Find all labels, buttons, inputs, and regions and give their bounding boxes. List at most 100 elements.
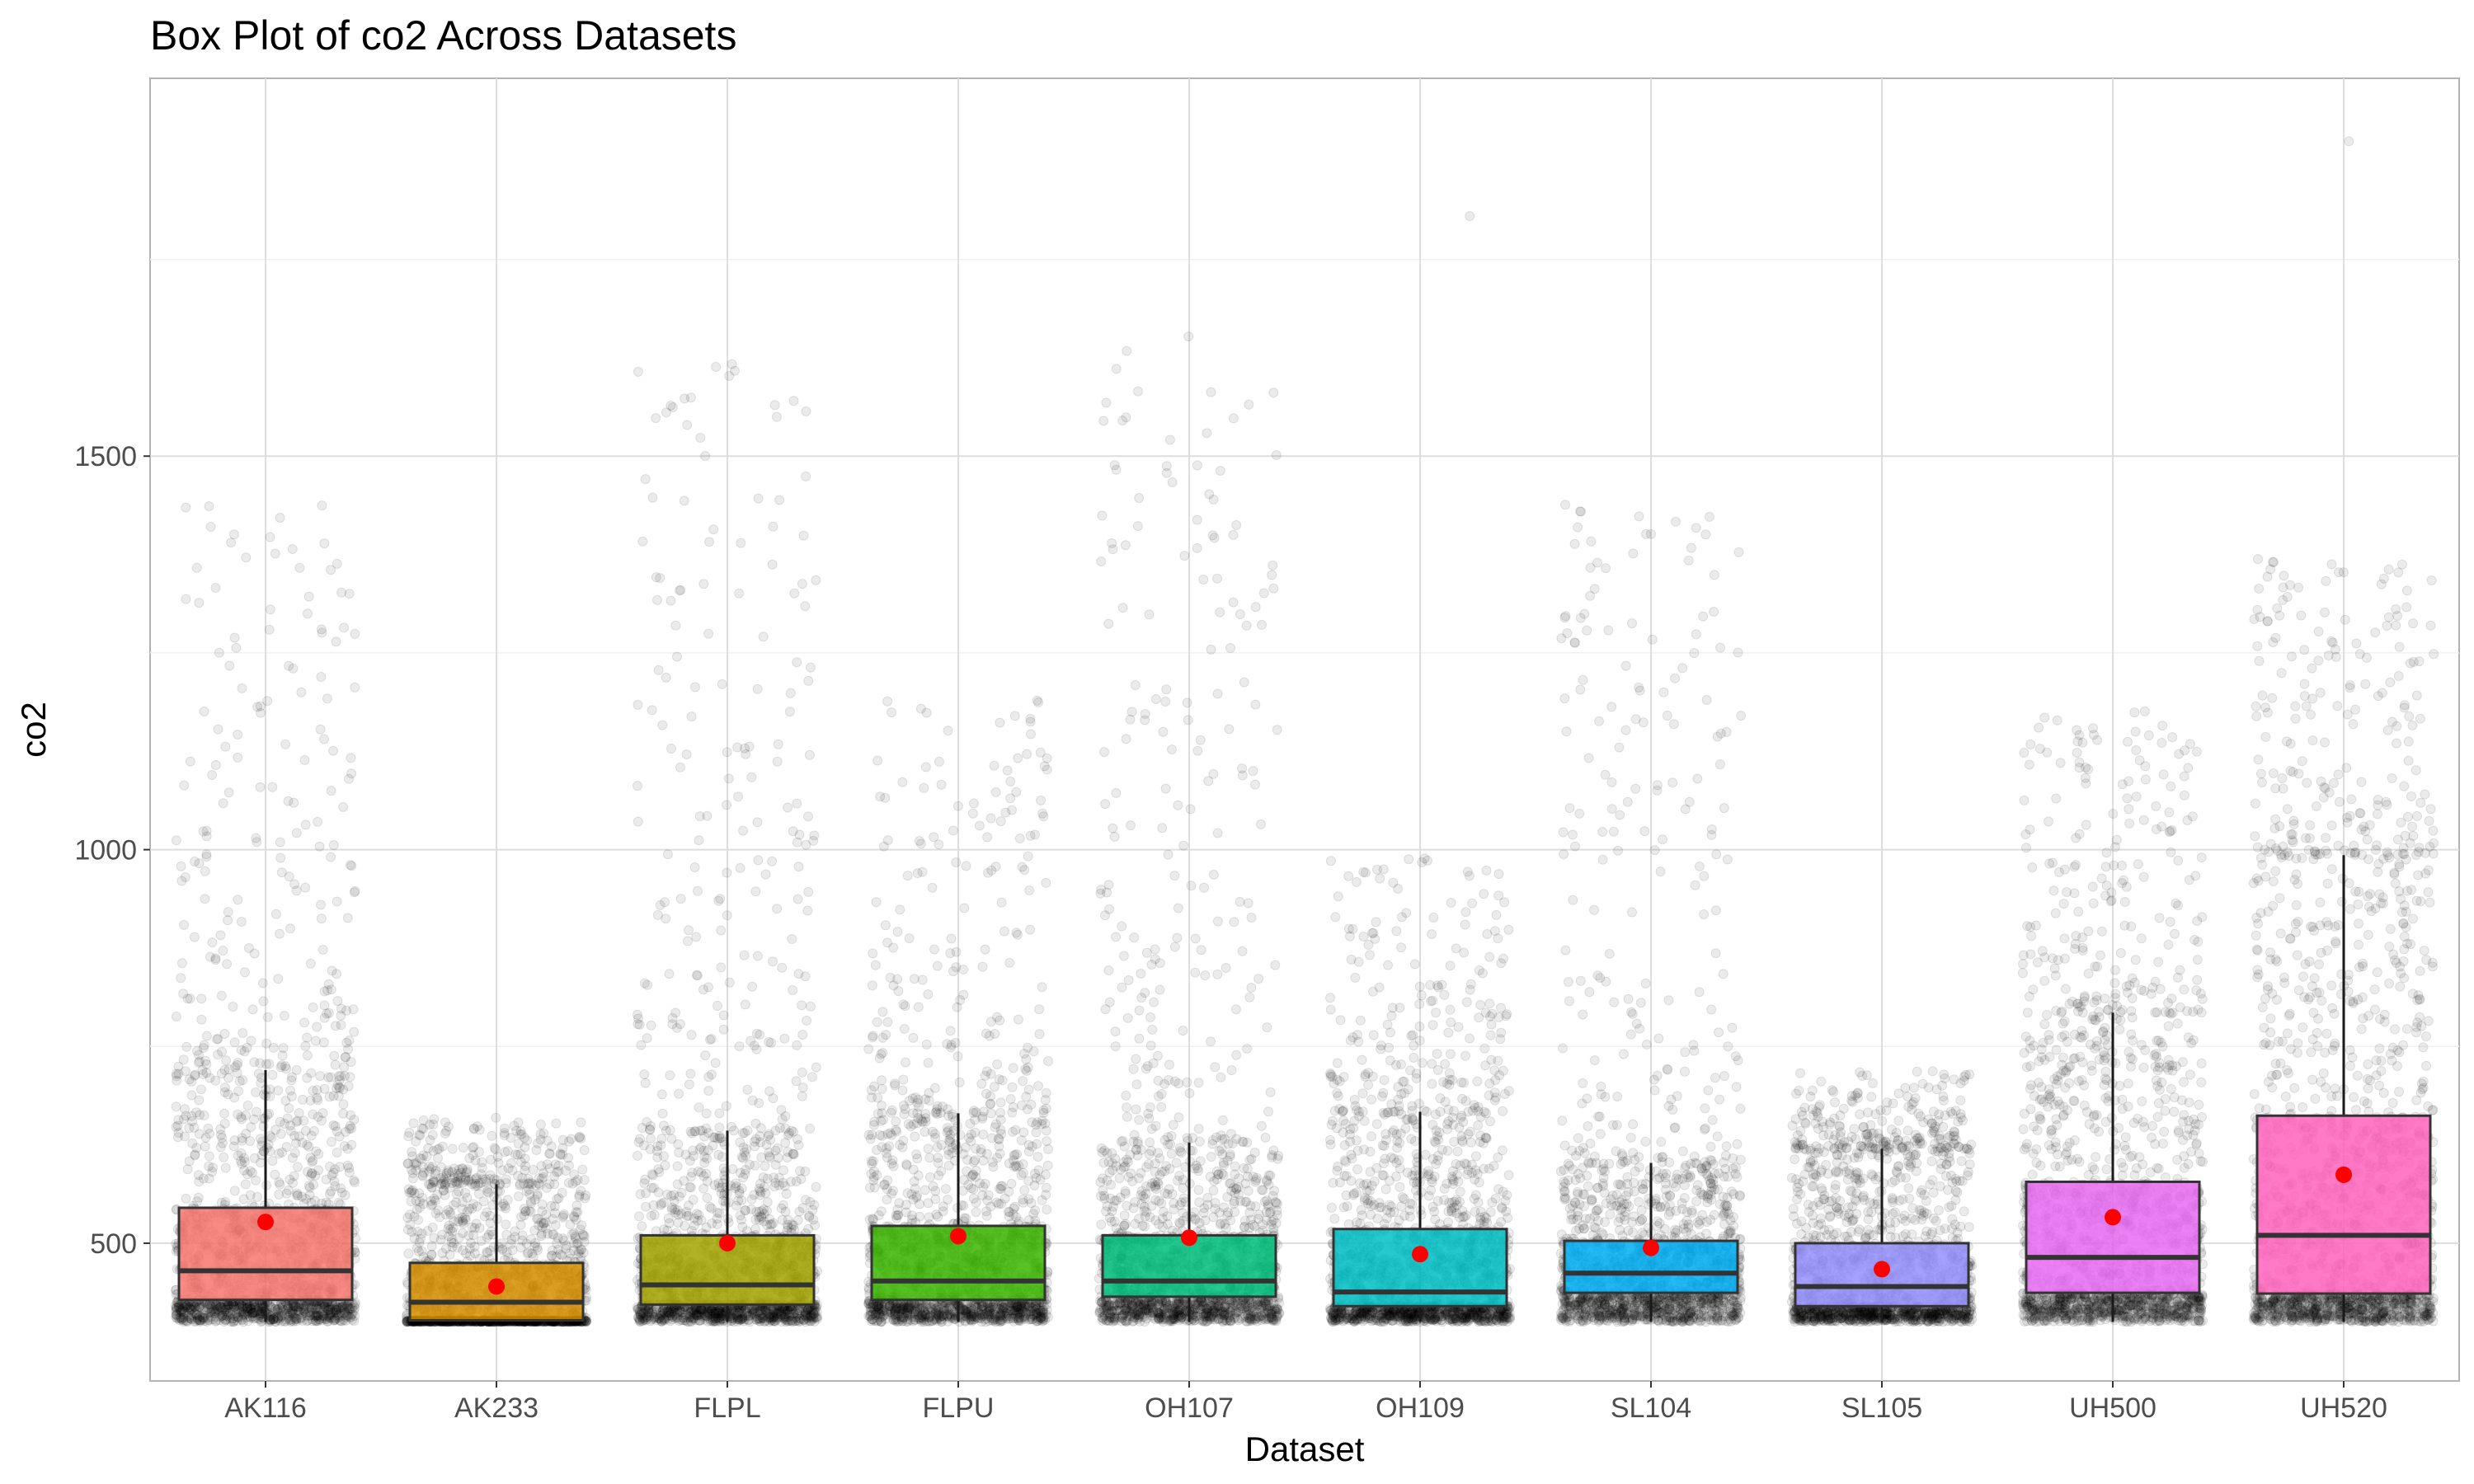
data-point	[290, 1302, 301, 1313]
data-point	[322, 1008, 332, 1019]
data-point	[265, 1130, 275, 1141]
data-point	[316, 913, 327, 924]
data-point	[325, 1303, 336, 1314]
data-point	[418, 1199, 429, 1209]
data-point	[498, 1199, 509, 1209]
data-point	[637, 1221, 647, 1232]
data-point	[532, 1190, 543, 1201]
data-point	[302, 1311, 313, 1322]
data-point	[285, 1120, 295, 1131]
data-point	[230, 1311, 241, 1322]
data-point	[330, 1313, 341, 1324]
data-point	[416, 1153, 427, 1164]
data-point	[313, 1310, 323, 1321]
data-point	[256, 707, 266, 718]
data-point	[275, 513, 285, 523]
data-point	[339, 1141, 350, 1152]
data-point	[316, 624, 327, 635]
data-point	[321, 1314, 332, 1325]
data-point	[773, 1143, 783, 1153]
data-point	[339, 1308, 350, 1318]
data-point	[172, 1075, 182, 1086]
data-point	[296, 1303, 307, 1313]
data-point	[746, 1194, 757, 1205]
data-point	[258, 996, 269, 1007]
data-point	[713, 1149, 724, 1160]
data-point	[472, 1172, 482, 1183]
data-point	[319, 734, 329, 744]
data-point	[233, 752, 243, 763]
data-point	[513, 1171, 524, 1181]
data-point	[513, 1117, 524, 1128]
data-point	[291, 828, 302, 838]
data-point	[501, 1178, 511, 1188]
data-point	[220, 1162, 231, 1173]
data-point	[242, 1316, 253, 1327]
data-point	[349, 1026, 360, 1037]
data-point	[214, 647, 224, 658]
data-point	[579, 1145, 590, 1156]
data-point	[403, 1248, 414, 1259]
data-point	[344, 589, 355, 599]
data-point	[536, 1228, 547, 1239]
data-point	[533, 1138, 543, 1148]
data-point	[325, 1162, 335, 1172]
data-point	[557, 1134, 568, 1145]
data-point	[326, 1137, 336, 1147]
data-point	[325, 1310, 336, 1321]
data-point	[515, 1157, 526, 1167]
data-point	[265, 532, 275, 542]
data-point	[201, 1068, 212, 1078]
data-point	[553, 1193, 564, 1204]
data-point	[265, 604, 275, 615]
data-point	[300, 1040, 311, 1051]
data-point	[651, 1309, 661, 1320]
data-point	[328, 1091, 339, 1101]
data-point	[810, 1220, 821, 1231]
data-point	[270, 909, 281, 919]
data-point	[301, 1194, 311, 1205]
data-point	[234, 1301, 245, 1312]
data-point	[811, 1313, 821, 1323]
data-point	[214, 1301, 223, 1311]
data-point	[315, 724, 326, 735]
data-point	[786, 1315, 797, 1326]
data-point	[312, 1085, 322, 1096]
data-point	[317, 500, 327, 511]
data-point	[284, 871, 294, 882]
data-point	[238, 1028, 248, 1038]
data-point	[257, 978, 268, 989]
data-point	[249, 1057, 260, 1068]
data-point	[572, 1175, 583, 1186]
data-point	[513, 1191, 524, 1202]
data-point	[185, 756, 195, 767]
data-point	[233, 1304, 243, 1314]
data-point	[425, 1120, 435, 1130]
data-point	[261, 1059, 271, 1069]
data-point	[229, 1186, 240, 1196]
data-point	[279, 1011, 289, 1021]
data-point	[215, 1312, 226, 1322]
data-point	[295, 1304, 306, 1315]
data-point	[338, 1099, 349, 1110]
data-point	[184, 1123, 195, 1134]
data-point	[418, 1252, 429, 1262]
data-point	[517, 1235, 528, 1246]
data-point	[283, 1303, 293, 1313]
data-point	[221, 1310, 232, 1321]
data-point	[537, 1206, 548, 1217]
data-point	[501, 1219, 511, 1230]
data-point	[435, 1212, 445, 1223]
data-point	[777, 1214, 788, 1225]
data-point	[570, 1233, 581, 1243]
data-point	[227, 1303, 238, 1314]
data-point	[210, 955, 221, 965]
data-point	[274, 1189, 285, 1200]
data-point	[350, 1303, 360, 1313]
data-point	[693, 1166, 703, 1176]
data-point	[634, 1315, 645, 1325]
data-point	[176, 1313, 186, 1324]
data-point	[193, 1170, 204, 1181]
data-point	[347, 1308, 358, 1319]
